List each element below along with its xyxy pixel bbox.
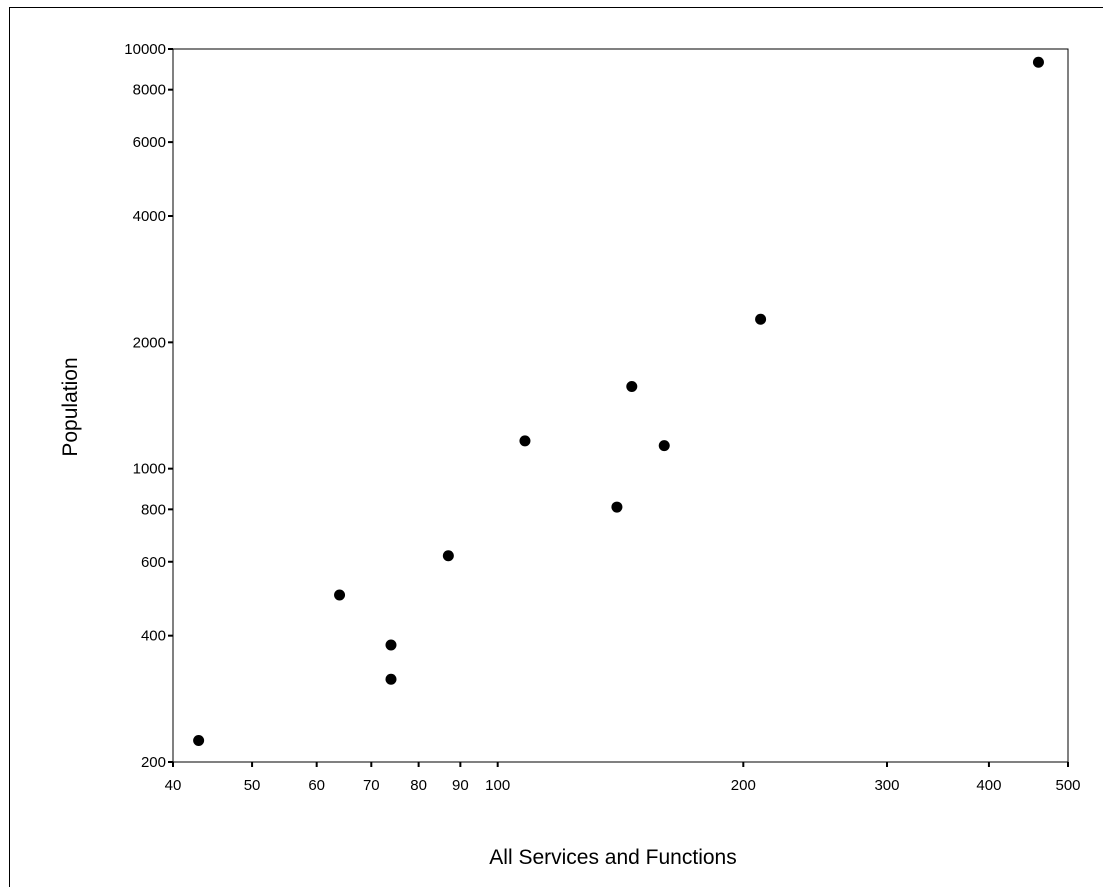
x-tick-label: 50 — [244, 777, 261, 794]
y-tick-label: 2000 — [133, 334, 166, 351]
y-axis-ticks: 200 400 600 800 1000 2000 4000 6000 8000 10000 — [124, 41, 173, 771]
y-tick-label: 10000 — [124, 41, 166, 58]
y-tick-label: 4000 — [133, 208, 166, 225]
scatter-point — [193, 735, 205, 747]
x-tick-label: 400 — [976, 777, 1001, 794]
x-tick-label: 100 — [485, 777, 510, 794]
x-tick-label: 80 — [410, 777, 427, 794]
scatter-point — [611, 501, 623, 513]
y-tick-label: 400 — [141, 628, 166, 645]
scatter-point — [385, 639, 397, 651]
x-tick-label: 90 — [452, 777, 469, 794]
scatter-point — [658, 440, 670, 452]
x-tick-label: 60 — [308, 777, 325, 794]
x-tick-label: 40 — [165, 777, 182, 794]
y-tick-label: 600 — [141, 554, 166, 571]
scatter-point — [755, 313, 767, 325]
scatter-point — [334, 589, 346, 601]
scatter-point — [442, 550, 454, 562]
x-tick-label: 200 — [731, 777, 756, 794]
x-tick-label: 70 — [363, 777, 380, 794]
y-tick-label: 200 — [141, 754, 166, 771]
data-points — [193, 56, 1044, 747]
y-axis-title: Population — [59, 357, 82, 456]
x-tick-label: 300 — [874, 777, 899, 794]
x-tick-label: 500 — [1055, 777, 1080, 794]
scatter-point — [519, 435, 531, 447]
y-tick-label: 1000 — [133, 461, 166, 478]
scatter-point — [1032, 56, 1044, 68]
x-axis-title: All Services and Functions — [489, 846, 736, 869]
scatter-point — [385, 673, 397, 685]
y-tick-label: 6000 — [133, 134, 166, 151]
chart-frame — [9, 7, 1103, 887]
plot-area-border — [172, 48, 1069, 763]
y-tick-label: 800 — [141, 501, 166, 518]
x-axis-ticks: 40 50 60 70 80 90 100 200 300 400 500 — [165, 762, 1081, 794]
y-tick-label: 8000 — [133, 82, 166, 99]
scatter-point — [626, 380, 638, 392]
